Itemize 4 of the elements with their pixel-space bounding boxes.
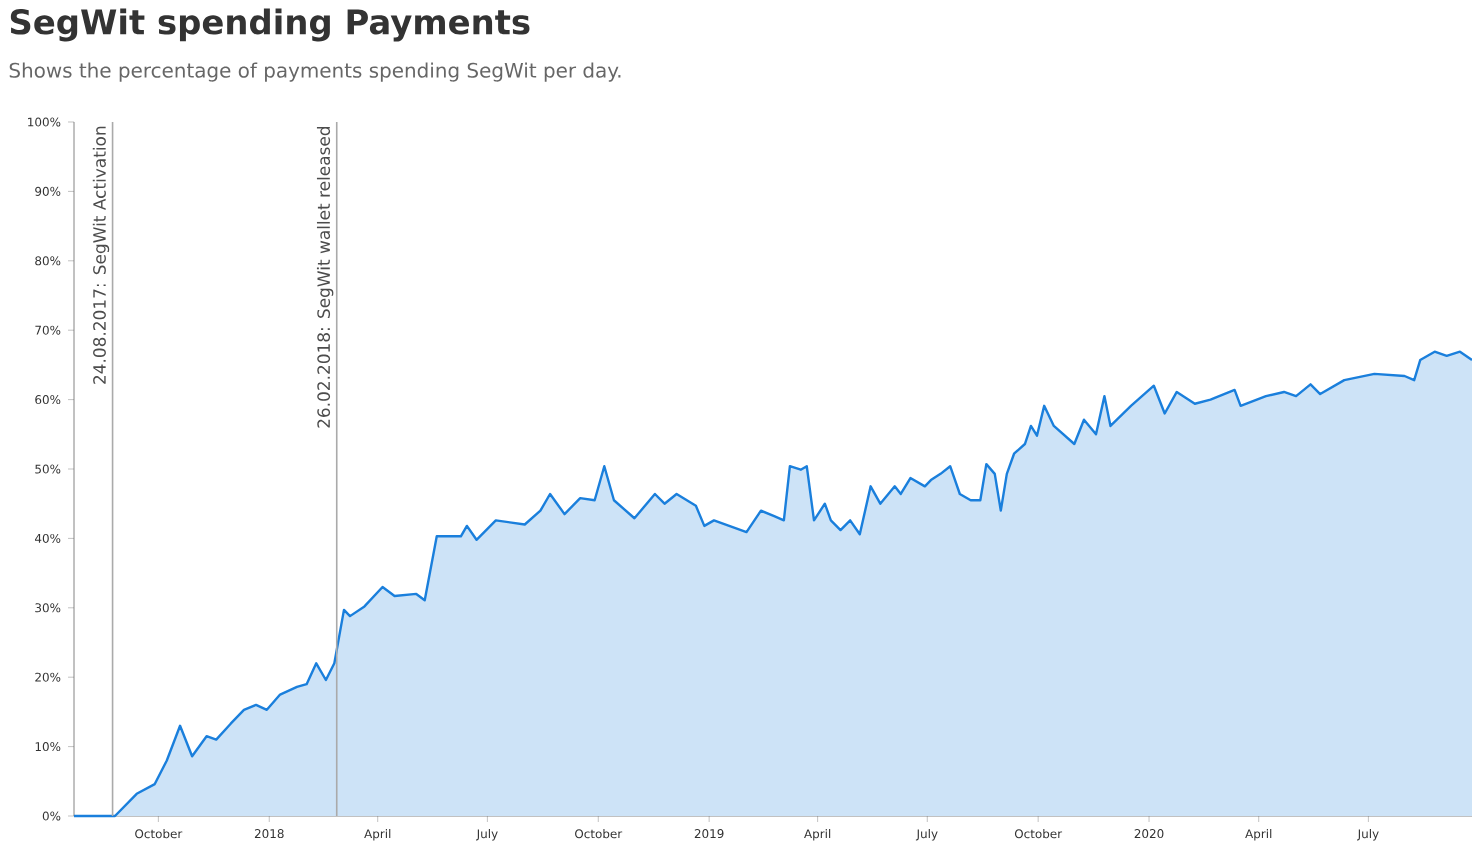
chart-subtitle: Shows the percentage of payments spending SegWit per day.	[9, 62, 621, 82]
chart-title: SegWit spending Payments	[10, 8, 530, 42]
ref-line-label: 24.08.2017: SegWit Activation	[92, 126, 110, 384]
ref-line-label: 26.02.2018: SegWit wallet released	[316, 126, 334, 428]
